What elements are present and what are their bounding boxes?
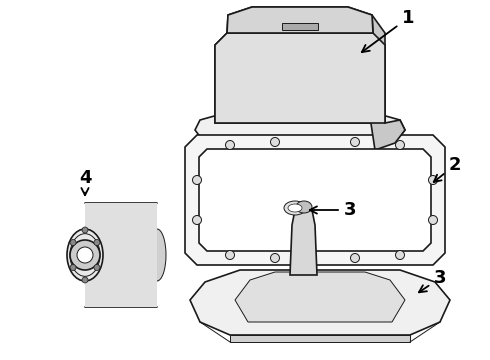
Circle shape (270, 253, 279, 262)
Polygon shape (235, 272, 405, 322)
Text: 4: 4 (79, 169, 91, 195)
Polygon shape (190, 270, 450, 335)
Text: 1: 1 (362, 9, 414, 52)
Circle shape (350, 253, 360, 262)
Text: 3: 3 (310, 201, 356, 219)
Polygon shape (199, 149, 431, 251)
Polygon shape (227, 7, 373, 33)
Polygon shape (230, 335, 410, 342)
Ellipse shape (148, 229, 166, 281)
Circle shape (225, 140, 235, 149)
Polygon shape (185, 135, 445, 265)
Circle shape (77, 247, 93, 263)
Circle shape (82, 277, 88, 283)
Ellipse shape (67, 229, 103, 281)
Polygon shape (290, 210, 317, 275)
Circle shape (82, 227, 88, 233)
Circle shape (193, 216, 201, 225)
Text: 3: 3 (419, 269, 446, 292)
Circle shape (70, 265, 76, 270)
Circle shape (94, 239, 100, 246)
Polygon shape (195, 113, 405, 150)
Circle shape (395, 251, 405, 260)
Circle shape (270, 138, 279, 147)
Polygon shape (370, 15, 405, 150)
Circle shape (94, 265, 100, 270)
Ellipse shape (284, 201, 306, 215)
Circle shape (225, 251, 235, 260)
Ellipse shape (296, 201, 312, 213)
Polygon shape (227, 7, 373, 33)
Ellipse shape (288, 204, 302, 212)
Circle shape (395, 140, 405, 149)
Polygon shape (85, 203, 157, 307)
Polygon shape (282, 23, 318, 30)
Circle shape (193, 176, 201, 185)
Polygon shape (215, 33, 385, 123)
Text: 2: 2 (434, 156, 461, 182)
Circle shape (350, 138, 360, 147)
Polygon shape (215, 33, 385, 123)
Circle shape (70, 240, 100, 270)
Circle shape (428, 176, 438, 185)
Circle shape (428, 216, 438, 225)
Circle shape (70, 239, 76, 246)
